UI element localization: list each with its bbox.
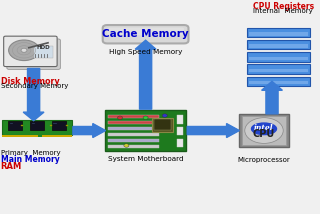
Circle shape	[245, 118, 283, 143]
Bar	[105, 110, 186, 152]
Bar	[247, 40, 310, 49]
Bar	[249, 57, 308, 60]
FancyBboxPatch shape	[107, 28, 184, 35]
Polygon shape	[187, 124, 239, 138]
Circle shape	[117, 116, 123, 119]
Text: CPU: CPU	[253, 129, 275, 139]
Bar	[108, 139, 159, 142]
Bar	[108, 133, 159, 136]
Circle shape	[143, 116, 148, 119]
Bar	[249, 81, 308, 84]
Circle shape	[124, 144, 129, 147]
Bar	[247, 64, 310, 74]
Circle shape	[162, 114, 167, 117]
Bar	[2, 135, 72, 137]
Text: Secondary Memory: Secondary Memory	[1, 83, 68, 89]
Bar	[108, 115, 159, 118]
Text: RAM: RAM	[1, 162, 22, 171]
Bar	[108, 127, 159, 130]
Bar	[247, 28, 310, 37]
Bar	[242, 116, 286, 145]
Text: Primary  Memory: Primary Memory	[1, 150, 60, 156]
Bar	[108, 121, 159, 124]
Polygon shape	[135, 40, 156, 109]
Text: intel: intel	[254, 123, 274, 132]
Circle shape	[9, 40, 39, 61]
Bar	[66, 125, 68, 126]
Text: System Motherboard: System Motherboard	[108, 156, 183, 162]
Bar	[249, 69, 308, 72]
Bar	[50, 125, 52, 126]
Bar	[52, 121, 66, 130]
Bar	[177, 115, 183, 124]
Bar	[247, 52, 310, 62]
FancyBboxPatch shape	[103, 25, 188, 43]
Bar	[30, 121, 44, 130]
Circle shape	[21, 48, 27, 52]
Polygon shape	[23, 68, 44, 121]
Polygon shape	[73, 124, 106, 138]
Bar	[152, 118, 173, 132]
Bar	[2, 120, 72, 135]
Bar	[239, 114, 289, 147]
Polygon shape	[262, 81, 282, 114]
Bar	[108, 145, 159, 148]
Bar	[154, 119, 171, 130]
Text: High Speed Memory: High Speed Memory	[109, 49, 182, 55]
Text: HDD: HDD	[36, 45, 50, 50]
Bar	[247, 77, 310, 86]
Bar	[249, 45, 308, 48]
Ellipse shape	[252, 123, 276, 135]
Bar	[177, 139, 183, 147]
Text: CPU Registers: CPU Registers	[253, 2, 314, 11]
FancyBboxPatch shape	[7, 39, 60, 69]
FancyBboxPatch shape	[4, 36, 57, 67]
Text: Microprocessor: Microprocessor	[238, 157, 290, 163]
Bar	[34, 46, 53, 58]
Bar	[177, 127, 183, 135]
Text: Cache Memory: Cache Memory	[102, 29, 189, 39]
Bar	[21, 125, 23, 126]
Bar	[8, 121, 22, 130]
Text: Internal  Memory: Internal Memory	[253, 8, 313, 14]
Bar	[38, 135, 42, 137]
Bar	[249, 32, 308, 36]
Text: Main Memory: Main Memory	[1, 155, 60, 164]
Text: Disk Memory: Disk Memory	[1, 77, 60, 86]
